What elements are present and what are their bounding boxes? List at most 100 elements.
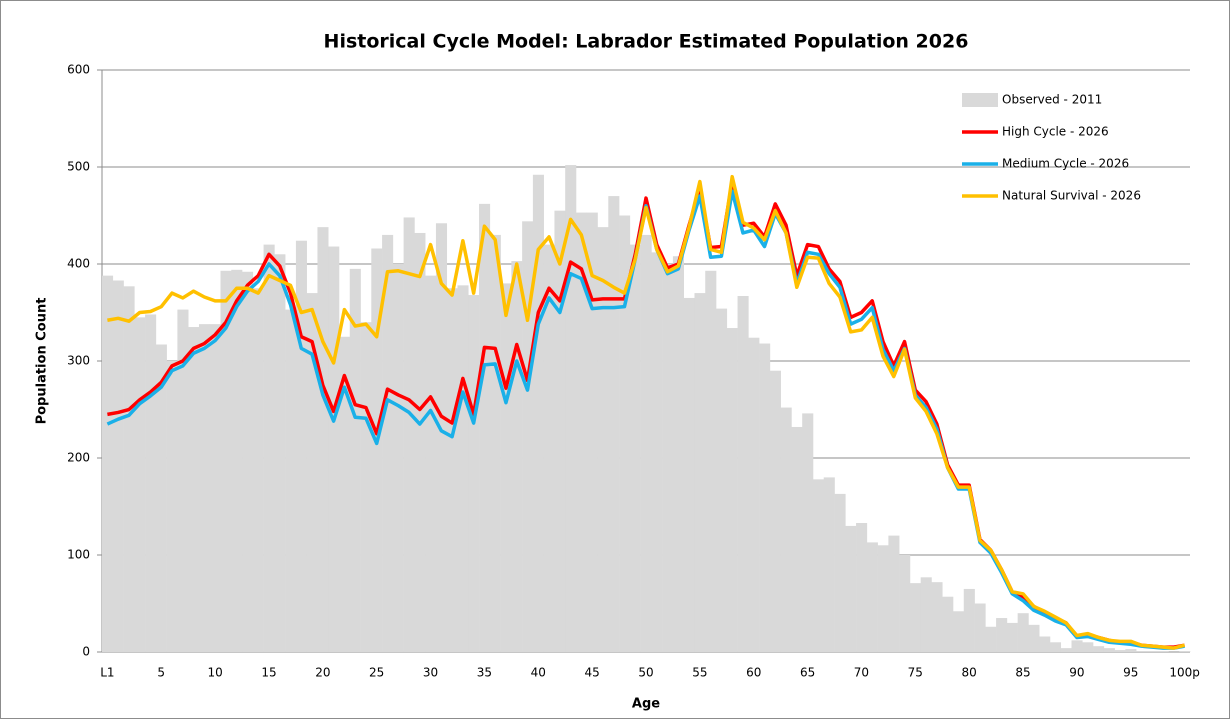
bar [500, 283, 512, 652]
bar [1039, 636, 1051, 652]
line [107, 174, 1186, 650]
bar [942, 596, 954, 652]
bar [812, 479, 825, 652]
bar [1082, 642, 1094, 652]
bar [522, 221, 534, 652]
bar [565, 165, 577, 652]
bar [123, 286, 135, 652]
bar [963, 588, 975, 652]
bar [920, 577, 932, 652]
bar [543, 244, 555, 652]
bar [791, 426, 803, 652]
bar [985, 626, 997, 652]
bar [834, 493, 846, 652]
bar [134, 317, 146, 652]
bar [737, 296, 749, 652]
x-tick-label: 50 [638, 666, 653, 680]
bar [1028, 624, 1040, 652]
bar [425, 275, 437, 652]
bar [306, 293, 318, 652]
bar [802, 413, 814, 652]
x-tick-label: 15 [261, 666, 276, 680]
bar [608, 196, 620, 652]
bar [748, 337, 760, 652]
bar [242, 271, 254, 652]
bar [640, 234, 652, 652]
x-tick-label: 75 [908, 666, 923, 680]
bar [349, 268, 361, 652]
bar [1049, 642, 1062, 652]
x-tick-label: 45 [584, 666, 599, 680]
bar [220, 270, 232, 652]
bar [392, 264, 404, 652]
bar [145, 314, 157, 652]
bar [856, 522, 868, 652]
bar [769, 370, 781, 652]
bar [532, 174, 544, 652]
bar [285, 309, 297, 652]
bar [619, 215, 631, 652]
bar [338, 336, 351, 652]
x-tick-label: 90 [1069, 666, 1084, 680]
bar [1125, 649, 1137, 652]
legend-label: High Cycle - 2026 [1002, 125, 1109, 139]
x-tick-label: 55 [692, 666, 707, 680]
x-tick-label: 65 [800, 666, 815, 680]
bar [931, 582, 943, 652]
bar [1060, 648, 1072, 652]
bar [166, 361, 178, 652]
bar [198, 324, 211, 652]
bar [489, 234, 501, 652]
y-tick-label: 0 [82, 645, 90, 659]
bar [662, 264, 674, 652]
bar [1017, 613, 1029, 652]
bar [575, 212, 588, 652]
bar [1103, 648, 1115, 652]
legend-swatch [962, 93, 998, 107]
bar [1146, 651, 1158, 652]
bar [586, 212, 598, 652]
bar [759, 343, 771, 652]
bar [845, 525, 857, 652]
chart-title: Historical Cycle Model: Labrador Estimat… [324, 31, 969, 53]
bar [888, 535, 900, 652]
bar [1157, 651, 1169, 652]
x-tick-label: 95 [1123, 666, 1138, 680]
x-tick-label: 60 [746, 666, 761, 680]
legend: Observed - 2011 High Cycle - 2026 Medium C… [962, 93, 1141, 203]
y-tick-label: 300 [67, 354, 90, 368]
bar [899, 555, 911, 652]
bar [726, 328, 738, 652]
bar [694, 293, 706, 652]
y-tick-label: 200 [67, 451, 90, 465]
bar [252, 288, 264, 652]
bar [209, 324, 221, 652]
x-tick-label: 30 [423, 666, 438, 680]
bar [705, 270, 717, 652]
bar [511, 261, 523, 652]
legend-label: Observed - 2011 [1002, 93, 1102, 107]
x-tick-label: 85 [1015, 666, 1030, 680]
bar [629, 244, 641, 652]
x-tick-label: 20 [315, 666, 330, 680]
bar [672, 256, 685, 652]
x-tick-label: 100p [1169, 666, 1200, 680]
bar [479, 203, 491, 653]
bar [1006, 622, 1018, 652]
x-tick-label: 25 [369, 666, 384, 680]
bar [403, 217, 415, 652]
bar [866, 542, 878, 652]
bar [155, 344, 167, 652]
bar [953, 611, 965, 652]
bar [102, 275, 114, 652]
x-tick-label: 40 [531, 666, 546, 680]
bar [996, 618, 1008, 652]
bar [554, 210, 566, 652]
y-tick-label: 600 [67, 63, 90, 77]
bar [317, 227, 329, 652]
bar [360, 322, 372, 652]
bar [263, 244, 275, 652]
bar [909, 583, 921, 652]
y-tick-label: 500 [67, 160, 90, 174]
